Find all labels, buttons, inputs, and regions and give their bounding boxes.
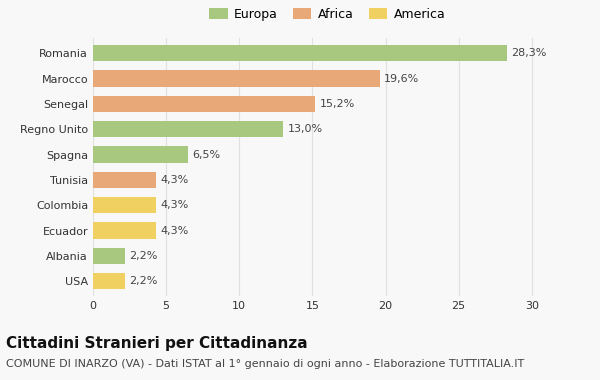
Text: 15,2%: 15,2% (320, 99, 355, 109)
Bar (93, 222, 156, 239)
Text: 4,3%: 4,3% (160, 200, 188, 210)
Text: COMUNE DI INARZO (VA) - Dati ISTAT al 1° gennaio di ogni anno - Elaborazione TUT: COMUNE DI INARZO (VA) - Dati ISTAT al 1°… (6, 359, 524, 369)
Text: 2,2%: 2,2% (130, 251, 158, 261)
Bar (93, 273, 125, 290)
Text: 28,3%: 28,3% (511, 48, 547, 58)
Text: 2,2%: 2,2% (130, 276, 158, 286)
Text: 19,6%: 19,6% (384, 74, 419, 84)
Bar (93, 121, 283, 138)
Text: 4,3%: 4,3% (160, 175, 188, 185)
Bar (93, 96, 316, 112)
Bar (93, 45, 507, 62)
Bar (93, 172, 156, 188)
Bar (93, 197, 156, 214)
Legend: Europa, Africa, America: Europa, Africa, America (204, 3, 450, 26)
Bar (93, 70, 380, 87)
Bar (93, 146, 188, 163)
Text: 6,5%: 6,5% (193, 150, 221, 160)
Text: 13,0%: 13,0% (287, 124, 323, 134)
Bar (93, 248, 125, 264)
Text: 4,3%: 4,3% (160, 226, 188, 236)
Text: Cittadini Stranieri per Cittadinanza: Cittadini Stranieri per Cittadinanza (6, 336, 308, 351)
